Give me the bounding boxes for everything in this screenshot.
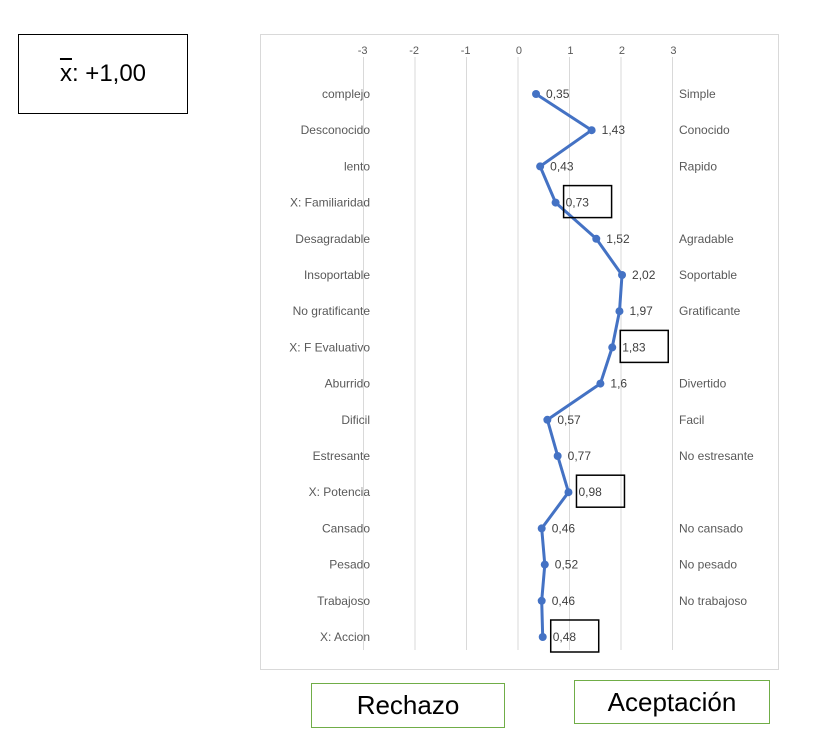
left-pole-label: X: Potencia (309, 485, 371, 499)
right-pole-label: Facil (679, 413, 704, 427)
data-point (608, 343, 617, 352)
x-tick-label: 2 (619, 45, 625, 57)
mean-summary-box: x: +1,00 (18, 34, 188, 114)
data-label: 0,73 (566, 196, 590, 210)
right-pole-label: No pesado (679, 558, 737, 572)
data-label: 1,83 (622, 340, 646, 354)
data-point (553, 452, 562, 460)
aceptacion-label: Aceptación (574, 680, 770, 724)
left-pole-label: Insoportable (304, 268, 370, 282)
boxed-value-frame (619, 329, 669, 364)
data-point (538, 633, 547, 641)
right-pole-label: No trabajoso (679, 594, 747, 608)
left-pole-label: Cansado (322, 521, 370, 535)
data-point (618, 271, 627, 279)
data-point (543, 415, 552, 424)
right-pole-label: No estresante (679, 449, 754, 463)
data-point (551, 198, 560, 207)
data-point (537, 596, 546, 605)
data-label: 1,97 (629, 304, 653, 318)
data-label: 0,57 (557, 413, 581, 427)
data-point (537, 524, 546, 533)
right-pole-label: Soportable (679, 268, 737, 282)
left-pole-label: complejo (322, 87, 370, 101)
left-pole-label: Trabajoso (317, 594, 370, 608)
data-label: 0,48 (553, 630, 577, 644)
data-label: 0,35 (546, 87, 570, 101)
data-label: 0,46 (552, 594, 576, 608)
boxed-value-frame (562, 184, 613, 219)
right-pole-label: No cansado (679, 521, 743, 535)
right-pole-label: Divertido (679, 377, 727, 391)
data-point (596, 379, 605, 388)
data-point (532, 90, 541, 98)
x-tick-label: -1 (461, 45, 471, 57)
right-pole-label: Gratificante (679, 304, 741, 318)
data-point (564, 488, 573, 497)
left-pole-label: Estresante (313, 449, 371, 463)
data-label: 2,02 (632, 268, 656, 282)
data-point (540, 560, 549, 569)
data-point (536, 162, 545, 171)
series-line (535, 92, 624, 638)
left-pole-label: Desagradable (295, 232, 370, 246)
data-point (592, 234, 601, 243)
left-pole-label: Pesado (329, 558, 370, 572)
data-label: 0,46 (552, 521, 576, 535)
chart-frame: -3 -2 -1 0 1 2 3 complejo Simple Desconocido Conoc… (260, 34, 779, 670)
data-label: 1,52 (606, 232, 630, 246)
right-pole-label: Conocido (679, 123, 730, 137)
right-pole-label: Rapido (679, 159, 717, 173)
data-label: 1,43 (602, 123, 626, 137)
data-point (587, 126, 596, 135)
left-pole-label: lento (344, 159, 370, 173)
x-tick-label: -3 (358, 45, 368, 57)
left-pole-label: X: Accion (320, 630, 370, 644)
data-point (615, 307, 624, 316)
data-label: 0,77 (568, 449, 592, 463)
left-pole-label: Aburrido (325, 377, 371, 391)
boxed-value-frame (549, 619, 600, 653)
data-label: 0,52 (555, 558, 579, 572)
left-pole-label: X: Familiaridad (290, 196, 370, 210)
data-label: 1,6 (610, 377, 627, 391)
boxed-value-frame (575, 474, 626, 508)
rechazo-label: Rechazo (311, 683, 505, 728)
mean-symbol: x (59, 60, 72, 87)
right-pole-label: Simple (679, 87, 716, 101)
left-pole-label: Dificil (341, 413, 370, 427)
left-pole-label: No gratificante (293, 304, 371, 318)
x-tick-label: 0 (516, 45, 522, 57)
left-pole-label: X: F Evaluativo (289, 340, 370, 354)
right-pole-label: Agradable (679, 232, 734, 246)
left-pole-label: Desconocido (301, 123, 371, 137)
data-label: 0,43 (550, 159, 574, 173)
mean-value: : +1,00 (71, 60, 147, 87)
x-tick-label: -2 (409, 45, 419, 57)
x-tick-label: 3 (670, 45, 676, 57)
semantic-differential-chart: -3 -2 -1 0 1 2 3 complejo Simple Desconocido Conoc… (289, 45, 754, 653)
x-tick-label: 1 (567, 45, 573, 57)
data-label: 0,98 (578, 485, 602, 499)
